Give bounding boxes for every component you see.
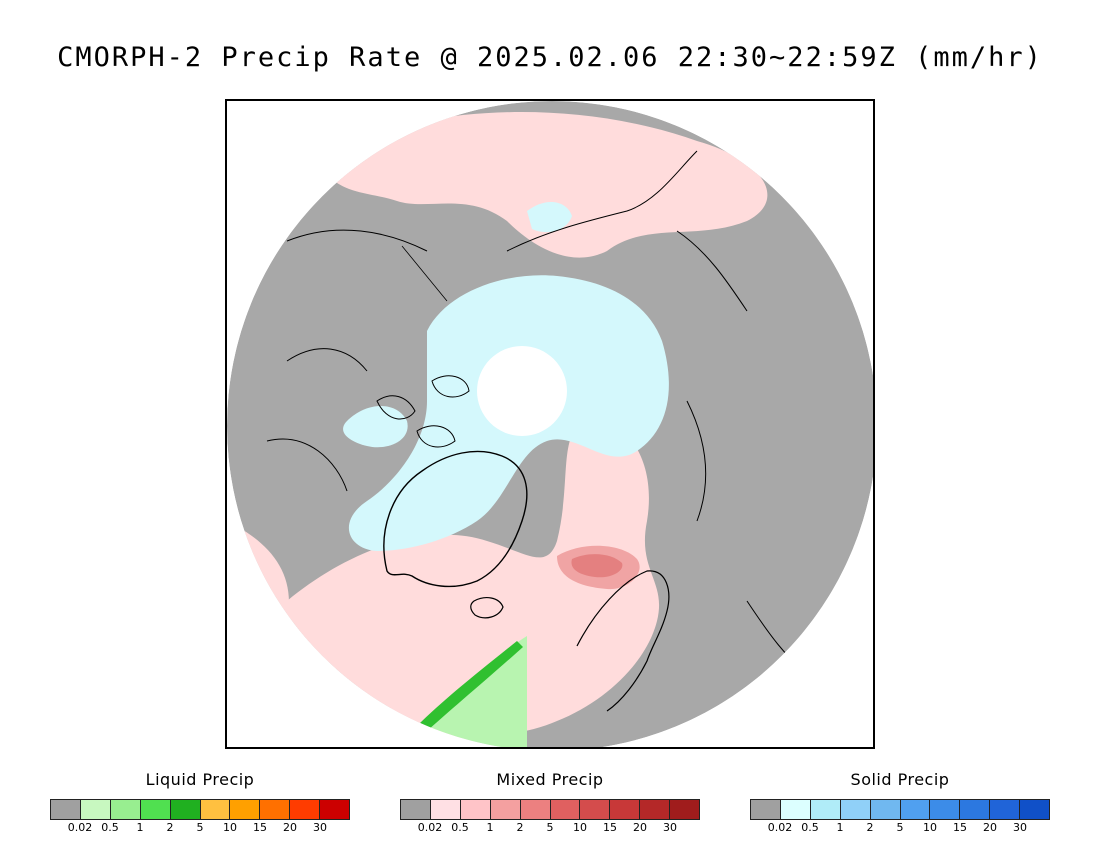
legend-solid-title: Solid Precip (850, 770, 950, 789)
legend-swatch (810, 800, 841, 819)
legend-tick-label: 10 (223, 821, 237, 834)
legend-tick-label: 20 (983, 821, 997, 834)
mixed-precip-moderate (557, 545, 640, 590)
legend-solid-swatches (750, 799, 1050, 820)
legend-tick-label: 2 (866, 821, 874, 834)
legend-swatch (490, 800, 521, 819)
northern-coastlines (286, 150, 818, 682)
legend-swatch (580, 800, 611, 819)
legend-swatch (1020, 800, 1050, 819)
legend-swatch (751, 800, 781, 819)
legend-tick-label: 5 (546, 821, 554, 834)
legend-swatch (960, 800, 991, 819)
legend-swatch (550, 800, 581, 819)
legend-tick-label: 30 (313, 821, 327, 834)
legend-swatch (640, 800, 671, 819)
legend-tick-label: 0.5 (451, 821, 469, 834)
legend-swatch (170, 800, 201, 819)
legend-tick-label: 15 (603, 821, 617, 834)
legend-swatch (610, 800, 641, 819)
legend-tick-label: 20 (283, 821, 297, 834)
legend-swatch (460, 800, 491, 819)
iceland-coastline (470, 597, 504, 619)
pole-hole (477, 346, 567, 436)
legend-tick-label: 10 (573, 821, 587, 834)
legend-tick-label: 0.02 (767, 821, 793, 834)
legend-solid: Solid Precip 0.02 0.5 1 2 5 10 15 20 30 (750, 770, 1050, 834)
legend-mixed: Mixed Precip 0.02 0.5 1 2 5 10 15 20 30 (400, 770, 700, 834)
legend-mixed-title: Mixed Precip (496, 770, 604, 789)
legend-tick-label: 0.5 (101, 821, 119, 834)
legend-swatch (290, 800, 321, 819)
legend-swatch (430, 800, 461, 819)
legend-tick-label: 1 (836, 821, 844, 834)
greenland-coastline (383, 450, 528, 588)
precip-map (225, 99, 875, 749)
legend-swatch (110, 800, 141, 819)
legend-liquid-title: Liquid Precip (145, 770, 255, 789)
legend-swatch (51, 800, 81, 819)
legend-swatch (520, 800, 551, 819)
legend-mixed-swatches (400, 799, 700, 820)
legend-swatch (260, 800, 291, 819)
legend-swatch (670, 800, 700, 819)
map-title: CMORPH-2 Precip Rate @ 2025.02.06 22:30~… (57, 42, 1043, 73)
liquid-precip-regions (412, 636, 527, 747)
legend-swatch (900, 800, 931, 819)
legend-tick-label: 10 (923, 821, 937, 834)
border-line (401, 245, 448, 302)
legend-liquid: Liquid Precip 0.02 0.5 1 2 5 10 15 20 30 (50, 770, 350, 834)
legend-swatch (200, 800, 231, 819)
legend-tick-label: 30 (1013, 821, 1027, 834)
legend-tick-label: 15 (253, 821, 267, 834)
legend-tick-label: 2 (166, 821, 174, 834)
legend-tick-label: 5 (196, 821, 204, 834)
legend-tick-label: 15 (953, 821, 967, 834)
legend-tick-label: 5 (896, 821, 904, 834)
legend-tick-label: 0.02 (417, 821, 443, 834)
legend-swatch (140, 800, 171, 819)
legend-swatch (401, 800, 431, 819)
outside-area (227, 101, 873, 747)
legend-swatch (930, 800, 961, 819)
legend-swatch (870, 800, 901, 819)
legend-liquid-ticks: 0.02 0.5 1 2 5 10 15 20 30 (50, 820, 350, 834)
arctic-archipelago-coastlines (266, 348, 470, 492)
legend-tick-label: 30 (663, 821, 677, 834)
legend-tick-label: 0.5 (801, 821, 819, 834)
legend-tick-label: 0.02 (67, 821, 93, 834)
legend-swatch (780, 800, 811, 819)
legend-tick-label: 2 (516, 821, 524, 834)
legend-swatch (840, 800, 871, 819)
legend-swatch (990, 800, 1021, 819)
legend-solid-ticks: 0.02 0.5 1 2 5 10 15 20 30 (750, 820, 1050, 834)
legend-mixed-ticks: 0.02 0.5 1 2 5 10 15 20 30 (400, 820, 700, 834)
legend-liquid-swatches (50, 799, 350, 820)
legend-tick-label: 20 (633, 821, 647, 834)
legend-swatch (80, 800, 111, 819)
legend-swatch (320, 800, 350, 819)
legend-tick-label: 1 (136, 821, 144, 834)
legend-swatch (230, 800, 261, 819)
scandinavia-coastline (576, 570, 670, 712)
legend-tick-label: 1 (486, 821, 494, 834)
polar-map-svg (227, 101, 873, 747)
